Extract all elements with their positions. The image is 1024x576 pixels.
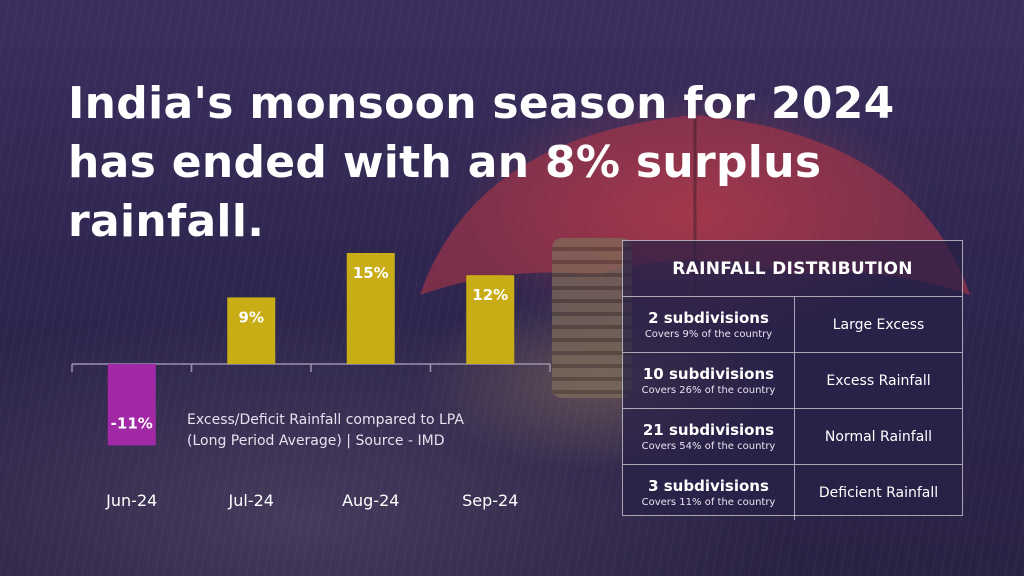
subdivision-cell: 2 subdivisions Covers 9% of the country — [623, 297, 795, 352]
subdivision-count: 21 subdivisions — [642, 420, 775, 439]
distribution-row: 3 subdivisions Covers 11% of the country… — [623, 465, 962, 520]
chart-note: Excess/Deficit Rainfall compared to LPA … — [187, 410, 547, 452]
bar-value-label: -11% — [111, 414, 153, 432]
bar — [227, 297, 276, 364]
bar-value-label: 15% — [353, 264, 389, 282]
category-label: Jul-24 — [228, 491, 274, 510]
bar — [346, 253, 395, 364]
subdivision-coverage: Covers 26% of the country — [641, 384, 776, 396]
subdivision-cell: 3 subdivisions Covers 11% of the country — [623, 465, 795, 520]
distribution-row: 10 subdivisions Covers 26% of the countr… — [623, 353, 962, 409]
category-label: Sep-24 — [462, 491, 518, 510]
rainfall-bar-chart: -11% Jun-24 9% Jul-24 15% Aug-24 12% Sep-24 — [71, 253, 551, 510]
subdivision-coverage: Covers 54% of the country — [641, 440, 776, 452]
bar-value-label: 12% — [472, 286, 508, 304]
bar — [466, 275, 515, 364]
rainfall-distribution-table: RAINFALL DISTRIBUTION 2 subdivisions Cov… — [622, 240, 963, 520]
rainfall-category: Normal Rainfall — [824, 428, 933, 445]
subdivision-cell: 10 subdivisions Covers 26% of the countr… — [623, 353, 795, 408]
rainfall-category: Excess Rainfall — [826, 372, 931, 389]
distribution-row: 2 subdivisions Covers 9% of the country … — [623, 297, 962, 353]
subdivision-count: 10 subdivisions — [642, 364, 775, 383]
distribution-row: 21 subdivisions Covers 54% of the countr… — [623, 409, 962, 465]
rainfall-category: Large Excess — [832, 316, 925, 333]
subdivision-count: 3 subdivisions — [648, 476, 769, 495]
chart-note-line-2: (Long Period Average) | Source - IMD — [187, 433, 445, 449]
subdivision-coverage: Covers 9% of the country — [644, 328, 773, 340]
rainfall-category: Deficient Rainfall — [818, 484, 939, 501]
bar — [107, 364, 156, 446]
subdivision-coverage: Covers 11% of the country — [641, 496, 776, 508]
category-label: Jun-24 — [105, 491, 157, 510]
distribution-title: RAINFALL DISTRIBUTION — [623, 241, 962, 297]
subdivision-cell: 21 subdivisions Covers 54% of the countr… — [623, 409, 795, 464]
headline: India's monsoon season for 2024 has ende… — [68, 78, 895, 247]
chart-note-line-1: Excess/Deficit Rainfall compared to LPA — [187, 412, 464, 428]
category-label: Aug-24 — [342, 491, 399, 510]
bar-value-label: 9% — [239, 308, 264, 326]
subdivision-count: 2 subdivisions — [648, 308, 769, 327]
coin-stack-image — [552, 238, 632, 398]
